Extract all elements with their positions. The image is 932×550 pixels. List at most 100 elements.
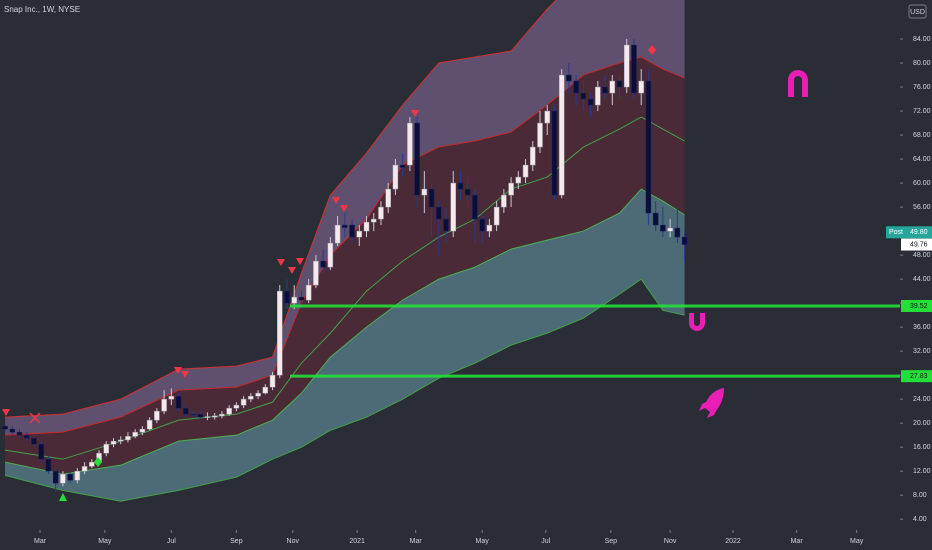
candle-body xyxy=(631,44,637,94)
candle-body xyxy=(219,413,225,417)
cross-signal xyxy=(29,412,41,424)
candle-body xyxy=(580,92,587,100)
y-tick-label: 4.00 xyxy=(913,516,927,523)
candle-body xyxy=(2,425,8,430)
y-tick-label: 12.00 xyxy=(913,468,931,475)
candle-body xyxy=(616,80,623,88)
last-price-box xyxy=(901,238,932,251)
y-tick-label: 32.00 xyxy=(913,348,931,355)
candle-body xyxy=(660,224,666,232)
candle-body xyxy=(190,413,196,416)
magnet-icon xyxy=(788,70,808,97)
x-tick-label: 2021 xyxy=(349,538,365,545)
candle-body xyxy=(667,227,673,232)
band-fill xyxy=(5,57,685,475)
y-tick-label: 8.00 xyxy=(913,492,927,499)
candle-body xyxy=(464,188,471,196)
candle-body xyxy=(595,86,601,106)
candle-body xyxy=(674,227,681,238)
currency: USD xyxy=(910,9,925,16)
y-tick-label: 16.00 xyxy=(913,444,931,451)
candle-body xyxy=(486,224,493,232)
candle-body xyxy=(479,218,485,232)
candle-body xyxy=(298,296,305,301)
candle-body xyxy=(428,188,435,208)
candle-body xyxy=(457,182,464,190)
x-tick-label: Mar xyxy=(34,538,47,545)
candle-body xyxy=(349,224,355,238)
candle-body xyxy=(60,473,66,484)
level-label-box xyxy=(901,370,932,383)
candle-body xyxy=(197,413,203,418)
band-line xyxy=(4,278,685,502)
candle-body xyxy=(342,224,348,228)
candle-body xyxy=(558,74,565,196)
candle-body xyxy=(233,404,240,409)
candle-body xyxy=(67,473,73,481)
x-tick-label: May xyxy=(98,538,112,545)
candle-body xyxy=(493,206,500,226)
candle-body xyxy=(204,416,211,418)
candles xyxy=(2,39,688,493)
candle-body xyxy=(110,440,117,445)
candle-body xyxy=(414,122,420,196)
candle-body xyxy=(334,224,341,244)
candle-body xyxy=(407,122,413,166)
y-tick-label: 48.00 xyxy=(913,252,931,259)
y-tick-label: 36.00 xyxy=(913,324,931,331)
x-tick-label: Sep xyxy=(605,538,618,545)
x-tick-label: Mar xyxy=(791,538,804,545)
candle-body xyxy=(551,110,558,196)
candle-body xyxy=(537,122,543,148)
x-tick-label: Mar xyxy=(410,538,423,545)
candle-body xyxy=(522,164,529,178)
candle-body xyxy=(378,206,384,220)
x-tick-label: May xyxy=(850,538,864,545)
chart-title: Snap Inc., 1W, NYSE xyxy=(4,5,80,14)
levels xyxy=(290,304,900,378)
candle-body xyxy=(9,428,16,433)
x-tick-label: Sep xyxy=(230,538,243,545)
x-tick-label: Nov xyxy=(664,538,677,545)
candle-body xyxy=(623,44,630,88)
level-label: 27.83 xyxy=(910,373,928,380)
candle-body xyxy=(508,182,514,196)
rocket-icon xyxy=(699,388,724,418)
x-tick-label: 2022 xyxy=(725,538,741,545)
candle-body xyxy=(327,242,334,268)
candle-body xyxy=(573,80,579,94)
candle-body xyxy=(23,434,30,439)
candle-body xyxy=(652,212,659,226)
candle-body xyxy=(681,236,688,245)
candle-body xyxy=(602,86,608,94)
candle-body xyxy=(313,260,319,286)
candle-body xyxy=(125,436,131,441)
sell-signal xyxy=(2,409,10,416)
candle-body xyxy=(45,458,52,472)
candle-body xyxy=(450,182,457,232)
candle-body xyxy=(392,164,399,190)
candle-body xyxy=(240,398,247,406)
y-tick-label: 68.00 xyxy=(913,132,931,139)
candle-body xyxy=(81,466,88,472)
candle-body xyxy=(566,74,572,82)
candle-body xyxy=(277,290,283,376)
y-tick-label: 24.00 xyxy=(913,396,931,403)
y-tick-label: 44.00 xyxy=(913,276,931,283)
y-tick-label: 20.00 xyxy=(913,420,931,427)
x-tick-label: May xyxy=(476,538,490,545)
candle-body xyxy=(421,188,428,196)
candle-body xyxy=(587,98,594,106)
candle-body xyxy=(38,443,44,460)
candle-body xyxy=(385,188,391,208)
candle-body xyxy=(645,80,652,214)
candle-body xyxy=(89,461,95,467)
candle-body xyxy=(161,398,167,412)
candle-body xyxy=(132,431,138,437)
last-price: 49.76 xyxy=(910,241,928,248)
band-line xyxy=(4,188,685,475)
post-price-box xyxy=(886,226,932,239)
candle-body xyxy=(146,419,153,430)
candle-body xyxy=(103,443,110,454)
